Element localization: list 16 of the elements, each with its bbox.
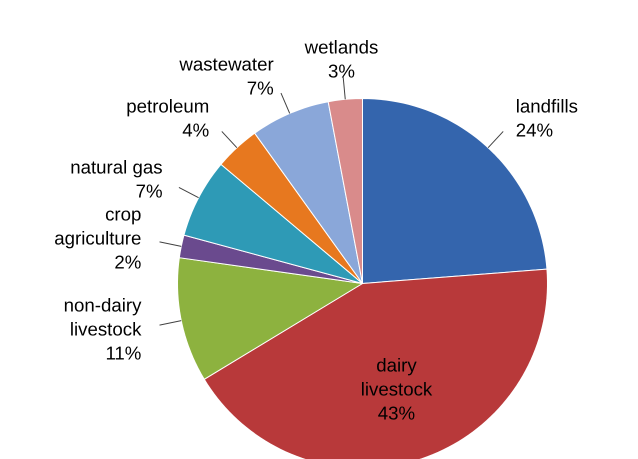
slice-label: landfills	[516, 95, 578, 116]
slice-label: petroleum	[126, 95, 210, 116]
data-label: 7%	[246, 78, 274, 98]
data-label: 24%	[516, 119, 554, 140]
slice-label: natural gas	[70, 156, 163, 178]
data-label: 7%	[136, 180, 163, 202]
data-label: 3%	[328, 60, 355, 82]
slice-label: crop agriculture	[54, 204, 142, 249]
data-label: 2%	[114, 252, 142, 273]
data-label: 4%	[182, 119, 210, 140]
data-label: 43%	[378, 402, 416, 424]
data-label: 11%	[105, 342, 142, 364]
slice-label: wetlands	[304, 36, 378, 58]
slice-label: wastewater	[178, 54, 274, 74]
slice-label: non-dairy livestock	[64, 294, 142, 340]
slice-label: dairy livestock	[360, 354, 433, 400]
